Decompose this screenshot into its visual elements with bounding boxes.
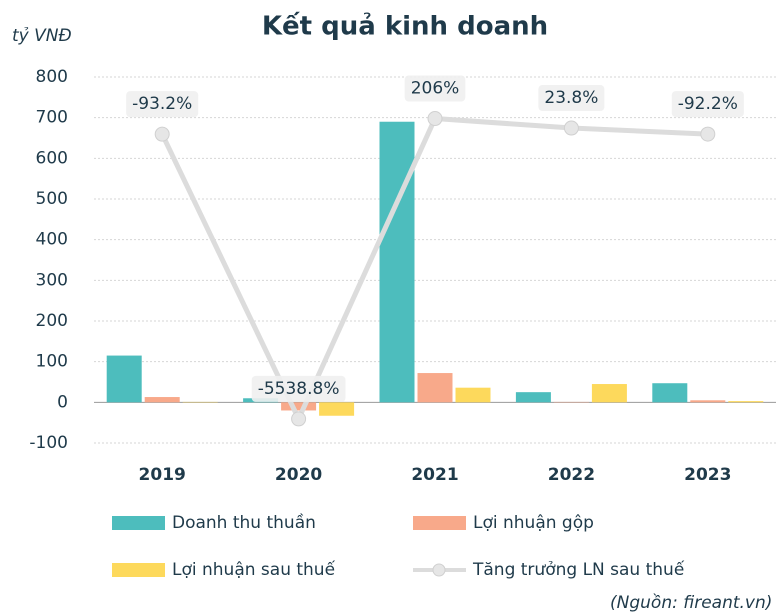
- legend-label: Doanh thu thuần: [172, 512, 316, 533]
- bar: [379, 121, 415, 403]
- bar: [281, 402, 317, 411]
- bar: [690, 400, 726, 403]
- data-label-box: [404, 75, 466, 102]
- y-tick-label: 100: [36, 352, 68, 372]
- legend-label: Lợi nhuận sau thuế: [172, 559, 336, 580]
- data-label-box: [126, 91, 199, 118]
- legend-marker: [432, 563, 446, 577]
- line-marker: [700, 126, 716, 142]
- legend-swatch: [112, 563, 165, 577]
- legend-swatch: [413, 516, 466, 530]
- data-label: -5538.8%: [251, 375, 346, 402]
- data-label-text: -5538.8%: [258, 379, 340, 399]
- data-label-text: 23.8%: [544, 88, 598, 108]
- data-label-text: 206%: [411, 79, 460, 99]
- y-tick-label: 600: [36, 148, 68, 168]
- legend-label: Lợi nhuận gộp: [473, 513, 594, 533]
- source-note: (Nguồn: fireant.vn): [610, 592, 772, 613]
- data-label-text: -92.2%: [678, 94, 738, 114]
- line-marker: [427, 111, 443, 127]
- bar: [515, 392, 551, 403]
- y-tick-label: 700: [36, 108, 68, 128]
- data-label: 23.8%: [538, 85, 605, 112]
- data-label: -92.2%: [671, 91, 744, 118]
- x-tick-label: 2019: [139, 465, 186, 485]
- bar: [417, 373, 453, 403]
- line-marker: [563, 120, 579, 136]
- y-axis-label: tỷ VNĐ: [12, 26, 72, 46]
- line-marker: [291, 411, 307, 427]
- y-tick-label: 400: [36, 230, 68, 250]
- data-label-text: -93.2%: [132, 94, 192, 114]
- line-marker: [154, 126, 170, 142]
- y-tick-label: 300: [36, 270, 68, 290]
- y-tick-label: 200: [36, 311, 68, 331]
- y-tick-label: -100: [29, 433, 68, 453]
- legend-swatch: [112, 516, 165, 530]
- x-tick-label: 2023: [684, 465, 731, 485]
- data-label-box: [671, 91, 744, 118]
- bar: [455, 387, 491, 403]
- bar: [728, 401, 764, 403]
- legend-label: Tăng trưởng LN sau thuế: [472, 559, 685, 580]
- data-label: 206%: [404, 75, 466, 102]
- data-label-box: [538, 85, 605, 112]
- x-tick-label: 2020: [275, 465, 322, 485]
- x-tick-label: 2021: [411, 465, 458, 485]
- data-label-box: [251, 375, 346, 402]
- y-tick-label: 500: [36, 189, 68, 209]
- bar: [319, 402, 355, 416]
- chart-title: Kết quả kinh doanh: [262, 11, 548, 42]
- bar: [144, 397, 180, 403]
- y-tick-label: 800: [36, 67, 68, 87]
- bar: [652, 383, 688, 403]
- data-label: -93.2%: [126, 91, 199, 118]
- x-tick-label: 2022: [548, 465, 595, 485]
- y-tick-label: 0: [57, 392, 68, 412]
- bar: [106, 355, 142, 403]
- bar: [591, 384, 627, 403]
